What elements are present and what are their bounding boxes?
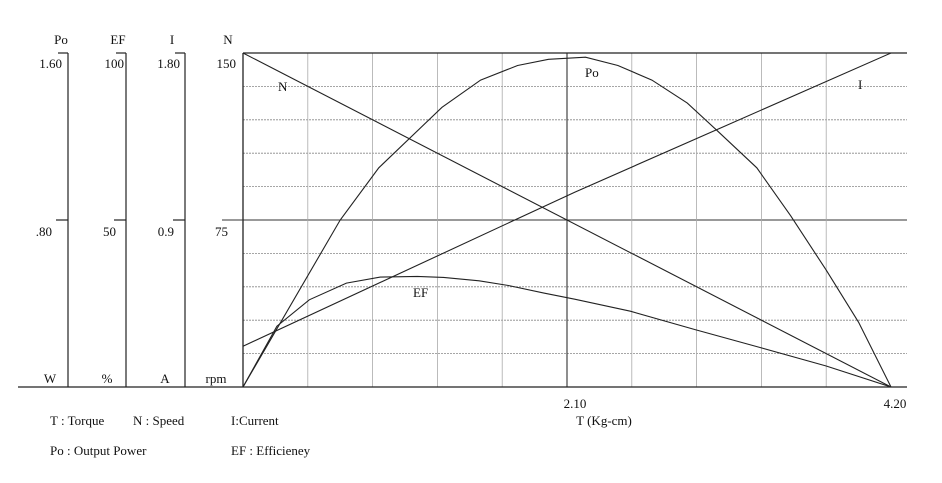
unit-a: A — [160, 371, 170, 386]
series-label-n: N — [278, 79, 288, 94]
x-tick-label-2-10: 2.10 — [564, 396, 587, 411]
tick-ef-mid: 50 — [103, 224, 116, 239]
x-axis-labels: 2.10 4.20 T (Kg-cm) — [564, 396, 907, 428]
legend: T : Torque N : Speed I:Current Po : Outp… — [50, 413, 311, 458]
unit-percent: % — [102, 371, 113, 386]
tick-ef-max: 100 — [105, 56, 125, 71]
tick-n-max: 150 — [217, 56, 237, 71]
tick-po-max: 1.60 — [39, 56, 62, 71]
unit-w: W — [44, 371, 57, 386]
axis-label-ef: EF — [110, 32, 125, 47]
axis-label-i: I — [170, 32, 174, 47]
legend-current: I:Current — [231, 413, 279, 428]
tick-i-max: 1.80 — [157, 56, 180, 71]
unit-rpm: rpm — [206, 371, 227, 386]
x-axis-title: T (Kg-cm) — [576, 413, 632, 428]
tick-n-mid: 75 — [215, 224, 228, 239]
legend-torque: T : Torque — [50, 413, 104, 428]
legend-speed: N : Speed — [133, 413, 185, 428]
series-label-ef: EF — [413, 285, 428, 300]
grid — [18, 52, 907, 388]
series-labels: N I Po EF — [278, 65, 862, 300]
x-tick-label-4-20: 4.20 — [884, 396, 907, 411]
series-label-po: Po — [585, 65, 599, 80]
series-line-po — [242, 56, 892, 388]
series-line-n — [242, 52, 892, 388]
tick-po-mid: .80 — [36, 224, 52, 239]
legend-efficiency: EF : Efficieney — [231, 443, 311, 458]
left-axes: Po EF I N 1.60 100 1.80 150 .80 50 0.9 7… — [36, 32, 236, 387]
axis-label-po: Po — [54, 32, 68, 47]
axis-label-n: N — [223, 32, 233, 47]
tick-i-mid: 0.9 — [158, 224, 174, 239]
series-line-ef — [242, 275, 892, 388]
series-line-i — [242, 52, 892, 347]
series-label-i: I — [858, 77, 862, 92]
legend-output-power: Po : Output Power — [50, 443, 147, 458]
series-group — [242, 52, 892, 388]
